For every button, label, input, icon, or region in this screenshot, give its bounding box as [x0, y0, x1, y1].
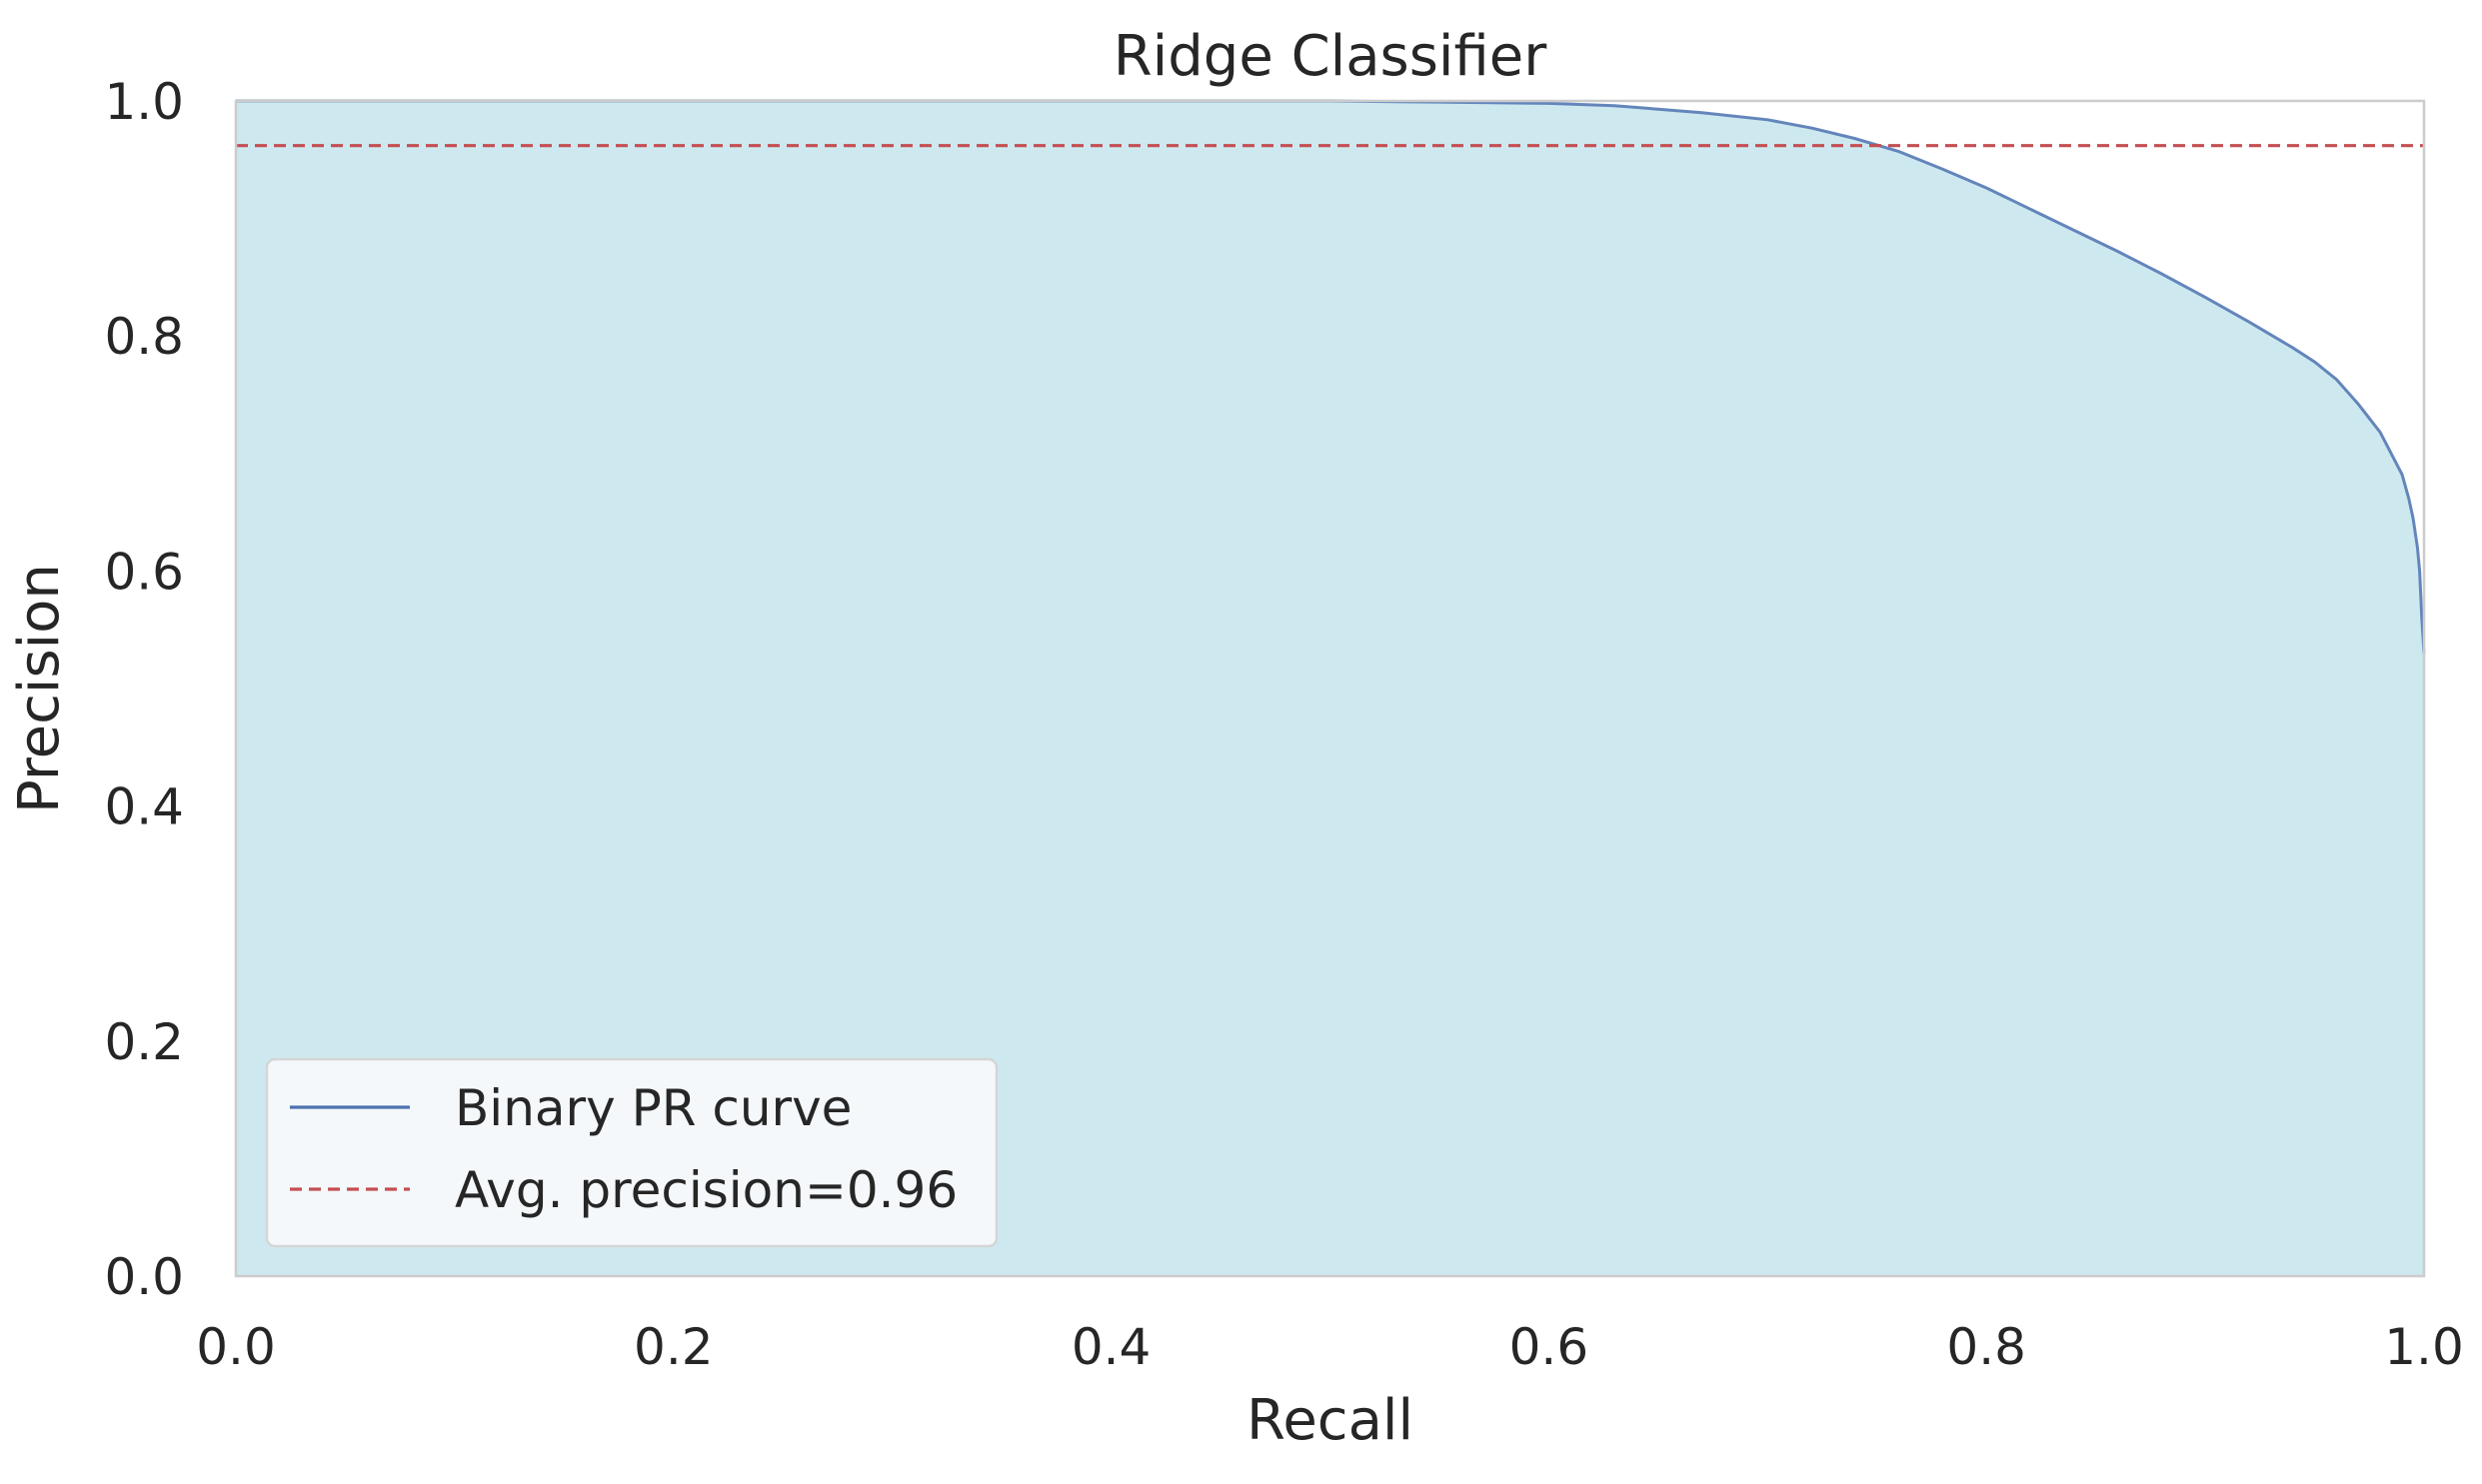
y-tick-label: 0.8 — [104, 308, 184, 366]
x-tick-label: 0.4 — [1072, 1318, 1152, 1376]
y-axis-label: Precision — [7, 564, 72, 813]
y-tick-label: 0.2 — [104, 1013, 184, 1071]
pr-curve-fill — [236, 101, 2424, 1276]
fill-layer — [236, 101, 2424, 1276]
x-tick-label: 1.0 — [2384, 1318, 2464, 1376]
x-axis-label: Recall — [1246, 1388, 1413, 1453]
y-tick-label: 1.0 — [104, 73, 184, 131]
y-tick-label: 0.0 — [104, 1248, 184, 1306]
legend-label-avg-precision: Avg. precision=0.96 — [455, 1161, 958, 1219]
chart-title: Ridge Classifier — [1114, 24, 1547, 89]
y-tick-label: 0.4 — [104, 778, 184, 836]
legend: Binary PR curve Avg. precision=0.96 — [265, 1057, 999, 1248]
x-tick-label: 0.6 — [1509, 1318, 1589, 1376]
x-tick-label: 0.0 — [196, 1318, 276, 1376]
ticks-layer: 0.0 0.2 0.4 0.6 0.8 1.0 0.0 0.2 0.4 0.6 0.8 1.0 — [104, 73, 2463, 1376]
plot-frame — [234, 99, 2426, 1278]
legend-box — [265, 1057, 999, 1248]
x-tick-label: 0.8 — [1946, 1318, 2026, 1376]
x-tick-label: 0.2 — [634, 1318, 714, 1376]
y-tick-label: 0.6 — [104, 543, 184, 601]
legend-label-pr-curve: Binary PR curve — [455, 1079, 852, 1137]
